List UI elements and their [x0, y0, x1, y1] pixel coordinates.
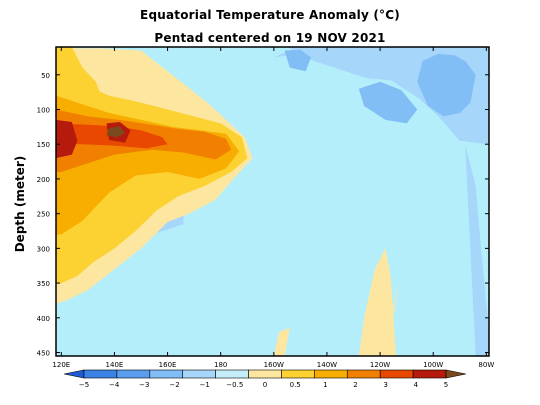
colorbar-label: 0 — [263, 381, 267, 389]
y-tick-label: 350 — [37, 280, 50, 288]
colorbar-label: −5 — [79, 381, 89, 389]
y-tick-label: 400 — [37, 315, 50, 323]
y-axis-label: Depth (meter) — [13, 156, 27, 253]
colorbar-swatch — [83, 369, 118, 379]
y-tick-label: 450 — [37, 350, 50, 358]
colorbar-swatch — [412, 369, 447, 379]
chart-title: Equatorial Temperature Anomaly (°C) — [140, 8, 400, 22]
anomaly-region-19 — [106, 126, 126, 138]
x-tick-label: 160E — [159, 361, 177, 369]
colorbar-label: 2 — [353, 381, 357, 389]
x-tick-label: 100W — [423, 361, 443, 369]
chart-subtitle: Pentad centered on 19 NOV 2021 — [154, 31, 386, 45]
y-tick-label: 100 — [37, 106, 50, 114]
x-tick-label: 140W — [317, 361, 337, 369]
colorbar-swatch — [248, 369, 282, 379]
colorbar-label: 5 — [444, 381, 448, 389]
y-tick-label: 50 — [41, 72, 50, 80]
colorbar-label: −4 — [109, 381, 120, 389]
colorbar: −5 −4 −3 −2 −1 −0.5 0 0.5 1 2 3 4 5 — [63, 369, 467, 389]
anomaly-region-6 — [358, 81, 418, 124]
colorbar-label: −1 — [200, 381, 210, 389]
colorbar-label: 1 — [323, 381, 327, 389]
colorbar-swatch — [182, 369, 216, 379]
anomaly-region-7 — [284, 49, 311, 72]
colorbar-swatch — [149, 369, 184, 379]
y-tick-label: 300 — [37, 245, 50, 253]
colorbar-swatch — [215, 369, 249, 379]
colorbar-swatch — [379, 369, 414, 379]
y-tick-label: 200 — [37, 176, 50, 184]
anomaly-region-10 — [273, 328, 290, 356]
plot-area — [56, 47, 489, 356]
colorbar-swatch — [281, 369, 315, 379]
x-tick-label: 180 — [214, 361, 227, 369]
x-tick-label: 160W — [264, 361, 284, 369]
colorbar-swatch — [314, 369, 348, 379]
colorbar-label: −2 — [169, 381, 179, 389]
colorbar-label: 0.5 — [290, 381, 301, 389]
x-tick-label: 120W — [370, 361, 390, 369]
x-tick-label: 140E — [106, 361, 124, 369]
colorbar-swatch — [116, 369, 151, 379]
colorbar-label: 4 — [414, 381, 419, 389]
x-tick-label: 120E — [52, 361, 70, 369]
colorbar-low-end — [63, 369, 85, 379]
colorbar-swatch — [346, 369, 381, 379]
plot-frame — [55, 46, 490, 357]
x-tick-label: 80W — [478, 361, 494, 369]
anomaly-region-17 — [56, 119, 78, 159]
y-tick-label: 250 — [37, 211, 50, 219]
colorbar-label: −3 — [139, 381, 149, 389]
y-tick-label: 150 — [37, 141, 50, 149]
colorbar-label: −0.5 — [226, 381, 243, 389]
anomaly-region-3 — [465, 144, 489, 356]
colorbar-label: 3 — [383, 381, 387, 389]
anomaly-region-5 — [417, 53, 476, 117]
colorbar-high-end — [445, 369, 467, 379]
